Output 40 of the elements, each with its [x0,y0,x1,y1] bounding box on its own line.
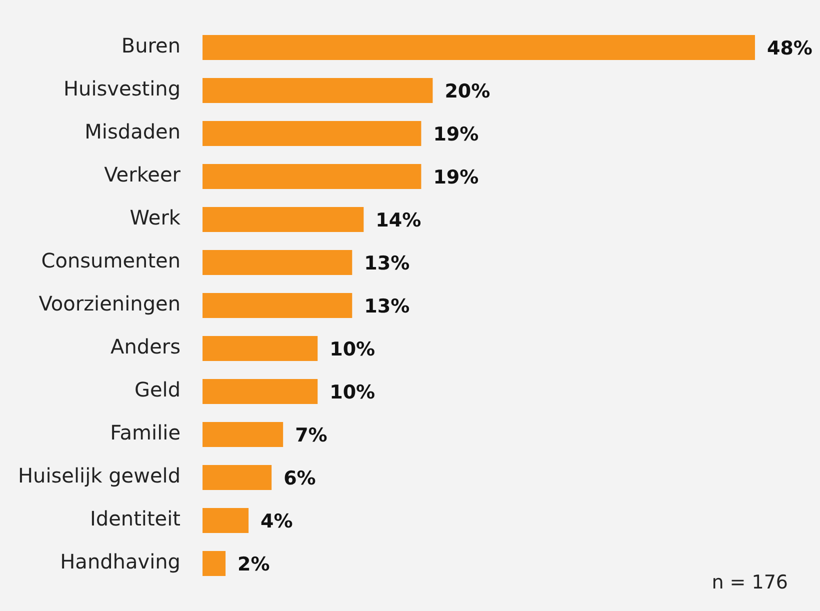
bar [202,422,284,447]
bar [202,207,364,232]
annotation: n = 176 [712,571,788,594]
y-tick-label: Voorzieningen [38,292,181,316]
data-label: 7% [295,424,328,446]
bar [202,508,249,533]
data-label: 2% [238,553,270,576]
y-tick-label: Huisvesting [63,76,181,101]
data-label: 6% [284,467,316,490]
data-label: 20% [444,80,490,102]
bar [202,35,755,60]
y-tick-label: Werk [130,206,181,230]
data-label: 19% [433,166,479,188]
data-label: 13% [364,252,410,274]
data-label: 19% [433,123,479,146]
y-tick-label: Consumenten [41,248,181,273]
y-tick-label: Buren [121,34,181,58]
bar [202,250,352,275]
bar [202,551,226,576]
y-tick-label: Huiselijk geweld [18,464,181,488]
data-label: 14% [376,209,422,232]
data-label: 4% [260,510,293,532]
bar [202,336,318,361]
data-label: 10% [330,381,376,404]
bar [202,465,272,490]
bar [202,379,318,404]
y-tick-label: Misdaden [84,120,181,144]
y-tick-label: Anders [110,334,181,359]
y-tick-label: Familie [110,420,181,445]
y-tick-label: Identiteit [90,506,181,531]
data-label: 10% [330,338,376,360]
bar [202,78,433,103]
y-tick-label: Verkeer [104,162,182,187]
bar [202,164,422,189]
bar [202,293,352,318]
data-label: 48% [766,37,812,60]
bar [202,121,422,146]
y-tick-label: Geld [134,378,181,402]
y-tick-label: Handhaving [60,550,181,574]
data-label: 13% [364,295,410,318]
